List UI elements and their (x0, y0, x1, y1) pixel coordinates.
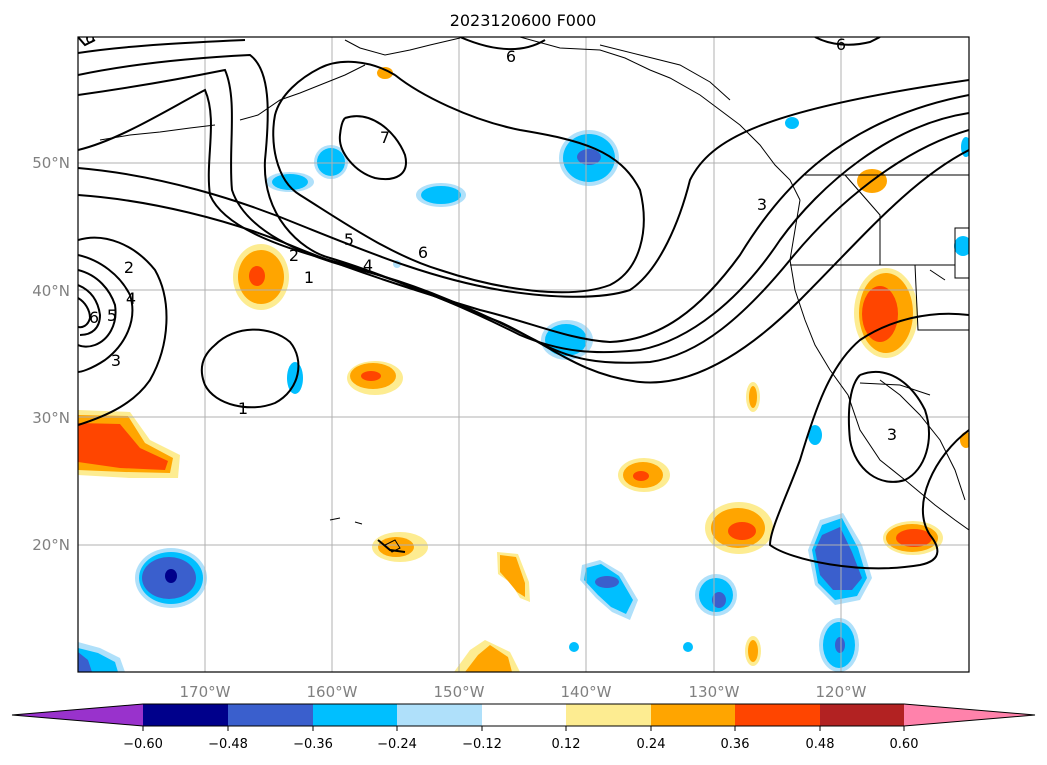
negative-anomaly-region (135, 548, 207, 608)
contour-label: 7 (380, 128, 390, 147)
colorbar-segment (651, 704, 735, 726)
contour-label: 6 (85, 28, 95, 47)
contour-label: 1 (238, 399, 248, 418)
colorbar-extend-low (12, 704, 143, 726)
shaded-anomalies (78, 67, 969, 672)
colorbar-segment (313, 704, 397, 726)
colorbar-segment (228, 704, 313, 726)
colorbar-segment (397, 704, 482, 726)
positive-anomaly-region (78, 410, 180, 478)
colorbar-tick-label: −0.24 (377, 737, 417, 752)
negative-anomaly-region (808, 513, 872, 605)
lon-tick-label: 120°W (816, 683, 867, 701)
contour-label: 4 (126, 289, 136, 308)
contour-label: 3 (111, 351, 121, 370)
colorbar-segment (482, 704, 566, 726)
colorbar-segment (143, 704, 228, 726)
lat-tick-label: 50°N (32, 154, 70, 172)
lon-tick-label: 140°W (561, 683, 612, 701)
contour-label: 3 (887, 425, 897, 444)
colorbar-tick-label: −0.60 (123, 737, 163, 752)
contour-label: 1 (304, 268, 314, 287)
positive-anomaly-region (618, 458, 670, 492)
lat-tick-label: 40°N (32, 282, 70, 300)
colorbar-tick-label: 0.36 (721, 737, 750, 752)
contour-label: 3 (757, 195, 767, 214)
colorbar-tick-label: 0.12 (552, 737, 581, 752)
colorbar-tick-label: 0.48 (806, 737, 835, 752)
positive-anomaly-region (705, 502, 773, 554)
colorbar: −0.60 −0.48 −0.36 −0.24 −0.12 0.12 0.24 … (11, 703, 1036, 752)
colorbar-segment (735, 704, 820, 726)
colorbar-extend-high (904, 704, 1035, 726)
positive-anomaly-region (454, 640, 520, 672)
figure-title: 2023120600 F000 (450, 11, 597, 30)
negative-anomaly-region (266, 145, 466, 207)
colorbar-segment (566, 704, 651, 726)
lon-tick-label: 150°W (434, 683, 485, 701)
contour-label: 4 (363, 256, 373, 275)
colorbar-ticks (142, 726, 905, 731)
contour-label: 6 (418, 243, 428, 262)
contour-label: 2 (289, 246, 299, 265)
coastlines (99, 37, 969, 553)
latitude-labels: 50°N 40°N 30°N 20°N (32, 154, 70, 554)
lat-tick-label: 30°N (32, 409, 70, 427)
lon-tick-label: 170°W (180, 683, 231, 701)
contour-label: 5 (344, 230, 354, 249)
map-panel: 6 6 6 7 5 6 4 2 1 2 4 5 6 3 1 3 3 (77, 28, 970, 673)
negative-anomaly-region (559, 130, 619, 186)
contour-label: 6 (836, 35, 846, 54)
positive-anomaly-region (377, 67, 969, 666)
lon-tick-label: 160°W (307, 683, 358, 701)
contour-label: 2 (124, 258, 134, 277)
colorbar-tick-label: −0.12 (462, 737, 502, 752)
colorbar-tick-label: −0.48 (208, 737, 248, 752)
colorbar-tick-label: −0.36 (293, 737, 333, 752)
colorbar-tick-label: 0.60 (890, 737, 919, 752)
contour-lines (78, 37, 969, 570)
positive-anomaly-region (854, 268, 918, 358)
contour-label: 5 (107, 306, 117, 325)
lon-tick-label: 130°W (689, 683, 740, 701)
colorbar-segment (820, 704, 904, 726)
contour-labels: 6 6 6 7 5 6 4 2 1 2 4 5 6 3 1 3 3 (85, 28, 897, 444)
colorbar-tick-label: 0.24 (637, 737, 666, 752)
negative-anomaly-region (819, 618, 859, 672)
negative-anomaly-region (695, 574, 737, 616)
lat-tick-label: 20°N (32, 536, 70, 554)
positive-anomaly-region (372, 532, 428, 562)
contour-label: 6 (506, 47, 516, 66)
negative-anomaly-region (580, 560, 638, 620)
positive-anomaly-region (233, 244, 289, 310)
map-frame (77, 36, 970, 673)
positive-anomaly-region (883, 521, 943, 555)
positive-anomaly-region (347, 361, 403, 395)
longitude-labels: 170°W 160°W 150°W 140°W 130°W 120°W (180, 683, 867, 701)
positive-anomaly-region (497, 552, 530, 602)
contour-label: 6 (89, 308, 99, 327)
negative-anomaly-region (78, 642, 125, 672)
